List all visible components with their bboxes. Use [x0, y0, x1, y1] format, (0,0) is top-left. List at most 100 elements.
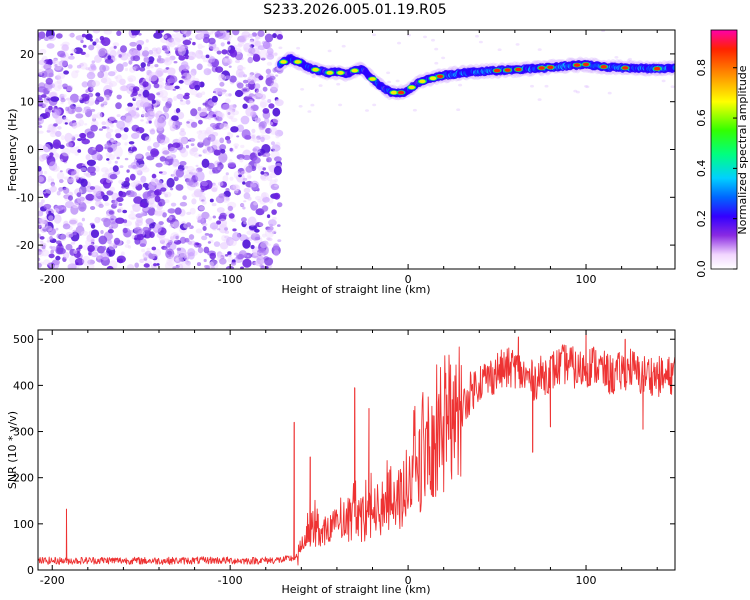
- noise-blob: [273, 243, 280, 251]
- snr-panel: -200 -100 0 100 0 100 200 300 400 500 Height of …: [6, 329, 676, 596]
- noise-blob: [140, 62, 146, 68]
- noise-blob: [249, 180, 260, 191]
- noise-blob: [129, 66, 137, 73]
- noise-blob: [179, 251, 188, 259]
- noise-blob: [269, 172, 278, 178]
- noise-blob: [230, 184, 238, 191]
- noise-blob: [43, 203, 52, 210]
- noise-speck: [530, 84, 534, 88]
- y-tick-label: -10: [16, 191, 34, 204]
- noise-blob: [169, 154, 177, 160]
- noise-blob: [227, 131, 232, 135]
- noise-blob: [71, 134, 75, 138]
- noise-blob: [242, 258, 252, 268]
- noise-blob: [257, 152, 262, 157]
- noise-blob: [116, 114, 121, 118]
- noise-blob: [100, 230, 104, 234]
- noise-blob: [259, 99, 268, 108]
- noise-blob: [257, 198, 262, 203]
- noise-blob: [44, 111, 51, 118]
- noise-blob: [116, 255, 126, 263]
- noise-blob: [61, 44, 70, 52]
- noise-speck: [412, 108, 417, 112]
- noise-blob: [173, 176, 179, 182]
- noise-blob: [106, 265, 114, 269]
- noise-blob: [181, 76, 186, 79]
- noise-blob: [153, 83, 160, 89]
- noise-blob: [209, 31, 214, 35]
- noise-blob: [136, 44, 142, 51]
- noise-blob: [209, 198, 214, 203]
- noise-blob: [179, 100, 187, 106]
- noise-speck: [278, 46, 283, 50]
- noise-blob: [106, 128, 114, 133]
- noise-blob: [172, 142, 181, 148]
- noise-blob: [76, 192, 82, 198]
- noise-blob: [233, 143, 240, 147]
- noise-blob: [239, 157, 244, 163]
- noise-blob: [170, 253, 180, 260]
- ridge-hotspot: [436, 74, 444, 79]
- noise-blob: [56, 190, 61, 196]
- x-tick-label: -100: [218, 574, 243, 587]
- noise-blob: [38, 183, 42, 187]
- y-tick-label: 0: [27, 564, 34, 577]
- noise-blob: [242, 66, 246, 70]
- noise-blob: [44, 68, 54, 78]
- noise-blob: [150, 148, 159, 158]
- noise-blob: [204, 265, 211, 269]
- noise-blob: [195, 171, 205, 182]
- noise-blob: [84, 53, 90, 58]
- noise-blob: [272, 33, 277, 39]
- noise-blob: [60, 135, 66, 141]
- noise-blob: [195, 164, 199, 168]
- noise-blob: [254, 83, 261, 90]
- noise-blob: [214, 122, 224, 130]
- noise-blob: [262, 108, 270, 114]
- noise-blob: [82, 44, 87, 48]
- noise-blob: [68, 55, 75, 60]
- noise-blob: [181, 261, 191, 269]
- noise-blob: [218, 152, 228, 163]
- noise-blob: [247, 56, 254, 64]
- noise-blob: [227, 251, 232, 256]
- noise-blob: [151, 99, 156, 104]
- noise-blob: [256, 135, 262, 140]
- noise-blob: [213, 241, 221, 247]
- noise-blob: [230, 261, 237, 266]
- noise-blob: [185, 99, 191, 105]
- noise-blob: [190, 68, 197, 76]
- noise-blob: [126, 264, 135, 269]
- noise-blob: [130, 210, 135, 214]
- noise-blob: [224, 230, 230, 234]
- noise-blob: [213, 149, 221, 156]
- noise-blob: [228, 65, 232, 68]
- noise-blob: [226, 139, 232, 144]
- noise-blob: [259, 49, 268, 60]
- noise-blob: [45, 96, 50, 99]
- noise-blob: [53, 123, 58, 127]
- noise-speck: [614, 56, 619, 59]
- noise-blob: [135, 153, 144, 162]
- noise-speck: [434, 61, 439, 65]
- noise-blob: [175, 184, 184, 191]
- noise-blob: [167, 239, 173, 244]
- noise-blob: [274, 184, 278, 187]
- noise-blob: [38, 176, 44, 183]
- noise-blob: [164, 199, 170, 204]
- noise-blob: [219, 81, 225, 87]
- noise-speck: [589, 70, 594, 74]
- noise-blob: [227, 41, 231, 45]
- noise-blob: [109, 234, 114, 239]
- noise-blob: [217, 228, 221, 231]
- noise-blob: [65, 231, 74, 238]
- noise-blob: [266, 243, 271, 247]
- noise-blob: [203, 37, 210, 44]
- noise-blob: [115, 217, 125, 224]
- noise-blob: [183, 174, 192, 180]
- noise-speck: [575, 90, 580, 94]
- noise-blob: [164, 261, 174, 269]
- y-tick-label: -20: [16, 239, 34, 252]
- noise-blob: [158, 55, 162, 59]
- noise-blob: [169, 55, 176, 61]
